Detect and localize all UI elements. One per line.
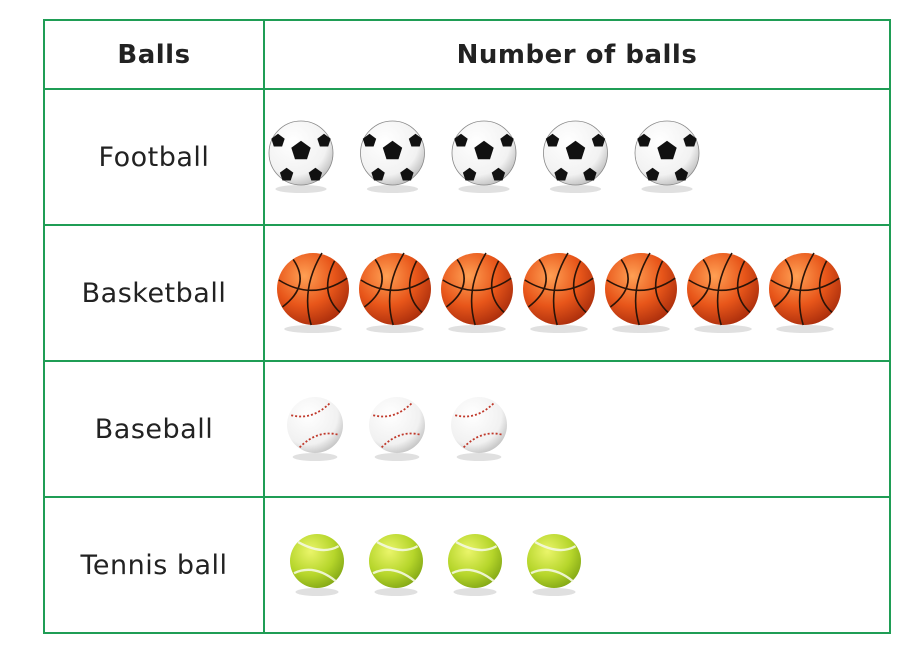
category-label-tennis-ball: Tennis ball [43, 496, 265, 634]
baseball-icon-cell [263, 360, 891, 498]
tennis-ball-icon-cell [263, 496, 891, 634]
basketball-icons [277, 252, 841, 333]
baseball-icon [369, 397, 425, 461]
baseball-icon [451, 397, 507, 461]
basketball-icon [769, 252, 841, 333]
basketball-icon [605, 252, 677, 333]
tennis-ball-icon [527, 534, 581, 596]
tennis-ball-icon [290, 534, 344, 596]
soccer-ball-icon [451, 120, 517, 193]
baseball-icon [287, 397, 343, 461]
category-label-basketball: Basketball [43, 224, 265, 362]
column-header-balls: Balls [43, 19, 265, 90]
football-icon-cell [263, 88, 891, 226]
pictograph-table: Balls Number of balls Football Basketbal… [43, 19, 891, 634]
table-row: Baseball [43, 360, 891, 498]
table-row: Basketball [43, 224, 891, 362]
tennis-ball-icon [448, 534, 502, 596]
basketball-icon [277, 252, 349, 333]
soccer-ball-icon [268, 120, 334, 193]
baseball-icons [287, 397, 507, 461]
basketball-icon [359, 252, 431, 333]
soccer-ball-icon [634, 120, 700, 193]
tennis-ball-icons [290, 534, 581, 596]
soccer-ball-icon [543, 120, 608, 193]
basketball-icon [441, 252, 513, 333]
tennis-ball-icon [369, 534, 423, 596]
football-icons [268, 120, 700, 193]
soccer-ball-icon [360, 120, 425, 193]
column-header-number-of-balls: Number of balls [263, 19, 891, 90]
table-row: Football [43, 88, 891, 226]
basketball-icon [523, 252, 595, 333]
category-label-baseball: Baseball [43, 360, 265, 498]
category-label-football: Football [43, 88, 265, 226]
basketball-icon [687, 252, 759, 333]
basketball-icon-cell [263, 224, 891, 362]
table-row: Tennis ball [43, 496, 891, 634]
